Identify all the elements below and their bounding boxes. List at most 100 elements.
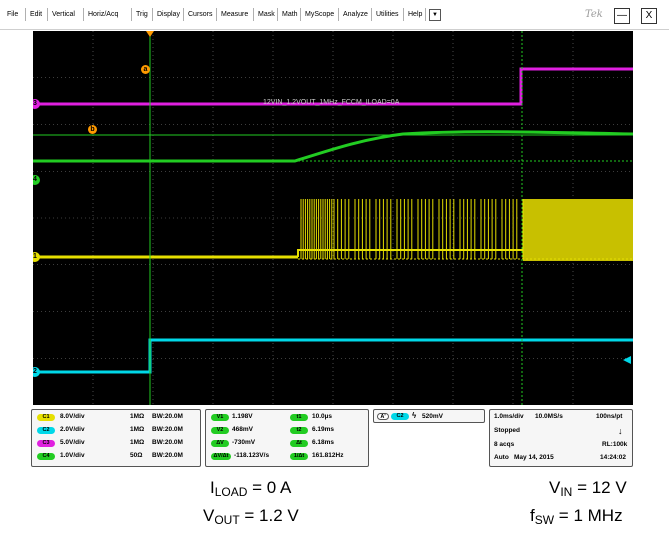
menu-file[interactable]: File <box>7 11 19 18</box>
ch4-bw: BW:20.0M <box>152 452 183 459</box>
acq-state: Stopped <box>494 427 520 434</box>
ch2-impedance: 1MΩ <box>130 426 145 433</box>
waveform-display <box>33 31 633 405</box>
acq-indicator-icon: ↓ <box>618 426 623 436</box>
menu-trig[interactable]: Trig <box>136 11 148 18</box>
waveform-title: 12VIN_1.2VOUT_1MHz_FCCM_ILOAD=0A <box>263 99 400 106</box>
cursor-b-tag[interactable]: b <box>88 125 97 134</box>
cursor-t1-value: 10.0µs <box>312 413 333 420</box>
cursor-dv-badge: ΔV <box>211 440 229 447</box>
channel-panel[interactable]: C1 8.0V/div 1MΩ BW:20.0M C2 2.0V/div 1MΩ… <box>31 409 201 467</box>
cursor-panel[interactable]: V1 1.198V V2 468mV ΔV -730mV ΔV/Δt -118.… <box>205 409 369 467</box>
menu-horiz-acq[interactable]: Horiz/Acq <box>88 11 119 18</box>
ch1-bw: BW:20.0M <box>152 413 183 420</box>
ch1-waveform <box>33 199 633 261</box>
cursor-freq-value: 161.812Hz <box>312 452 344 459</box>
acquisition-panel[interactable]: 1.0ms/div 10.0MS/s 100ns/pt Stopped ↓ 8 … <box>489 409 633 467</box>
trigger-source-badge: A' <box>377 413 389 420</box>
ch1-badge[interactable]: C1 <box>37 414 55 421</box>
ch4-impedance: 50Ω <box>130 452 143 459</box>
minimize-button[interactable]: — <box>614 8 630 24</box>
menu-utilities[interactable]: Utilities <box>376 11 399 18</box>
trigger-panel[interactable]: A' C2 ϟ 520mV <box>373 409 485 423</box>
menu-myscope[interactable]: MyScope <box>305 11 335 18</box>
menu-separator <box>216 8 217 21</box>
menu-separator <box>131 8 132 21</box>
scope-screen[interactable]: 12VIN_1.2VOUT_1MHz_FCCM_ILOAD=0A a b 3 4… <box>33 31 633 405</box>
resolution: 100ns/pt <box>596 413 623 420</box>
menu-separator <box>253 8 254 21</box>
menu-separator <box>47 8 48 21</box>
readout-bar: C1 8.0V/div 1MΩ BW:20.0M C2 2.0V/div 1MΩ… <box>29 406 637 470</box>
ch2-marker[interactable]: 2 <box>33 367 40 377</box>
ch4-marker[interactable]: 4 <box>33 175 40 185</box>
ch2-badge[interactable]: C2 <box>37 427 55 434</box>
trigger-level: 520mV <box>422 413 443 420</box>
menu-separator <box>25 8 26 21</box>
acq-date: May 14, 2015 <box>514 454 554 461</box>
cursor-dt-value: 6.18ms <box>312 439 335 446</box>
graticule <box>33 31 633 405</box>
menu-cursors[interactable]: Cursors <box>188 11 213 18</box>
menu-display[interactable]: Display <box>157 11 180 18</box>
ch4-scale: 1.0V/div <box>60 452 85 459</box>
menu-separator <box>371 8 372 21</box>
cursor-t1-badge: t1 <box>290 414 308 421</box>
menu-dropdown-button[interactable]: ▼ <box>429 9 441 21</box>
ch3-impedance: 1MΩ <box>130 439 145 446</box>
vin-annotation: VIN = 12 V <box>549 478 627 499</box>
close-button[interactable]: X <box>641 8 657 24</box>
ch1-marker[interactable]: 1 <box>33 252 40 262</box>
cursor-a-tag[interactable]: a <box>141 65 150 74</box>
menu-analyze[interactable]: Analyze <box>343 11 368 18</box>
vout-annotation: VOUT = 1.2 V <box>203 506 299 527</box>
ch4-waveform <box>33 130 633 163</box>
cursor-freq-badge: 1/Δt <box>290 453 308 460</box>
cursor-dvdt-value: -118.123V/s <box>234 452 270 459</box>
menu-separator <box>83 8 84 21</box>
menu-separator <box>277 8 278 21</box>
ch2-bw: BW:20.0M <box>152 426 183 433</box>
acq-time: 14:24:02 <box>600 454 627 461</box>
cursor-v2-badge: V2 <box>211 427 229 434</box>
menu-help[interactable]: Help <box>408 11 423 18</box>
tek-logo: Tek <box>585 9 603 20</box>
ch1-scale: 8.0V/div <box>60 413 85 420</box>
menu-vertical[interactable]: Vertical <box>52 11 75 18</box>
menu-mask[interactable]: Mask <box>258 11 275 18</box>
cursor-t2-badge: t2 <box>290 427 308 434</box>
ch3-badge[interactable]: C3 <box>37 440 55 447</box>
ch2-level-arrow <box>623 356 631 364</box>
menu-separator <box>183 8 184 21</box>
menu-separator <box>300 8 301 21</box>
menu-separator <box>425 8 426 21</box>
iload-annotation: ILOAD = 0 A <box>210 478 292 499</box>
cursor-dvdt-badge: ΔV/Δt <box>211 453 231 460</box>
ch1-impedance: 1MΩ <box>130 413 145 420</box>
ch3-scale: 5.0V/div <box>60 439 85 446</box>
trigger-position-marker <box>146 31 154 37</box>
acq-count: 8 acqs <box>494 441 515 448</box>
menu-separator <box>152 8 153 21</box>
ch4-badge[interactable]: C4 <box>37 453 55 460</box>
cursor-dv-value: -730mV <box>232 439 256 446</box>
menu-edit[interactable]: Edit <box>30 11 43 18</box>
cursor-v2-value: 468mV <box>232 426 253 433</box>
fsw-annotation: fSW = 1 MHz <box>530 506 623 527</box>
timebase: 1.0ms/div <box>494 413 524 420</box>
menu-measure[interactable]: Measure <box>221 11 249 18</box>
cursor-t2-value: 6.19ms <box>312 426 335 433</box>
ch3-waveform <box>33 67 633 106</box>
menu-bar: File Edit Vertical Horiz/Acq Trig Displa… <box>0 0 669 30</box>
menu-separator <box>403 8 404 21</box>
cursor-v1-badge: V1 <box>211 414 229 421</box>
menu-math[interactable]: Math <box>282 11 298 18</box>
cursor-dt-badge: Δt <box>290 440 308 447</box>
trigger-channel-badge: C2 <box>391 413 409 420</box>
ch3-marker[interactable]: 3 <box>33 99 40 109</box>
ch2-scale: 2.0V/div <box>60 426 85 433</box>
ch3-bw: BW:20.0M <box>152 439 183 446</box>
acq-mode: Auto <box>494 454 509 461</box>
menu-separator <box>338 8 339 21</box>
cursor-v1-value: 1.198V <box>232 413 253 420</box>
